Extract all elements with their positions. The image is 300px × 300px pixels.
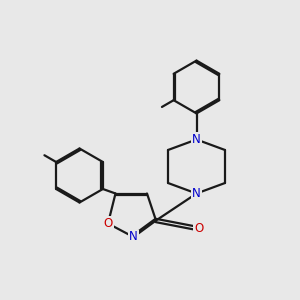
Text: N: N (192, 187, 201, 200)
Text: N: N (129, 230, 138, 244)
Text: O: O (194, 221, 203, 235)
Text: O: O (103, 217, 112, 230)
Text: N: N (192, 133, 201, 146)
